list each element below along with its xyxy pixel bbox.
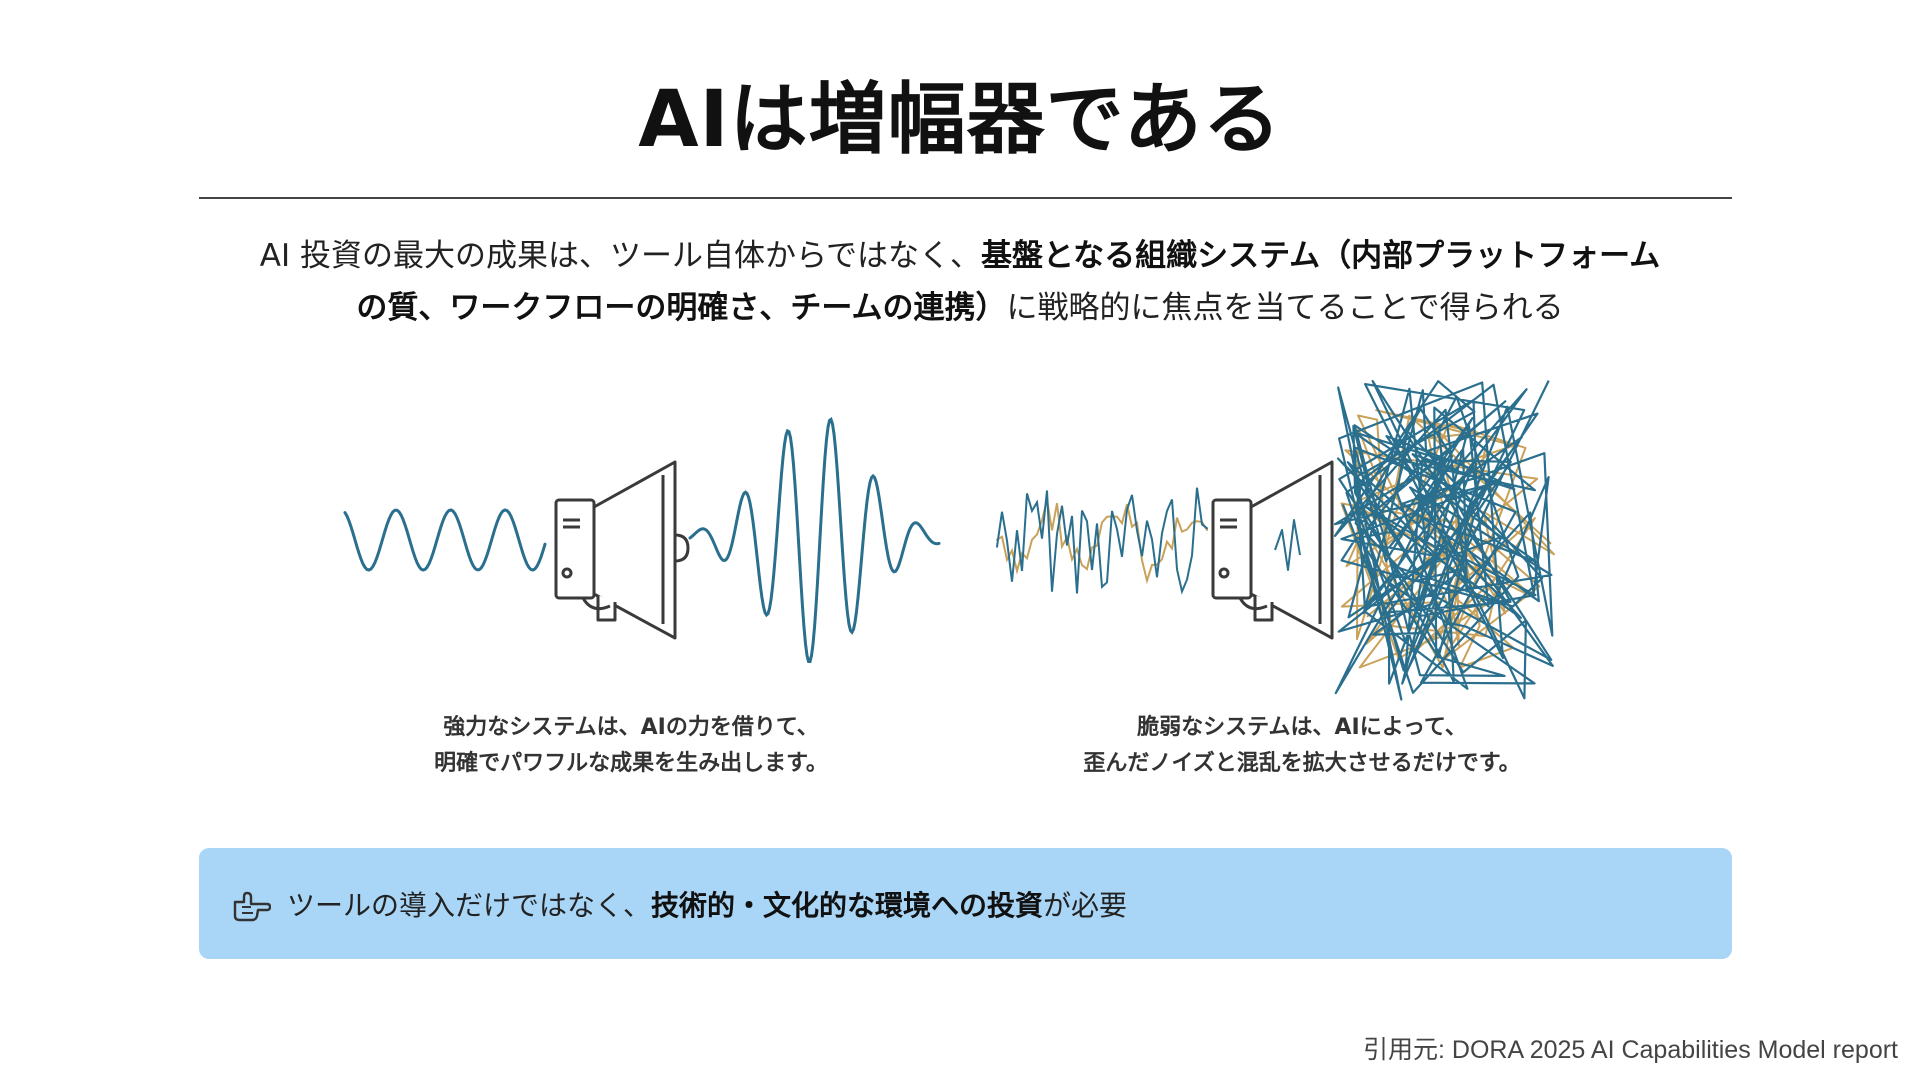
clean-amplified-wave — [688, 416, 941, 664]
noisy-input-wave-blue — [996, 487, 1208, 595]
amplifier-illustration — [343, 379, 1555, 701]
caption-fragile-system: 脆弱なシステムは、AIによって、 歪んだノイズと混乱を拡大させるだけです。 — [1022, 710, 1582, 782]
lead-line1-regular: AI 投資の最大の成果は、ツール自体からではなく、 — [259, 238, 982, 274]
lead-line2-bold: の質、ワークフローの明確さ、チームの連携） — [356, 290, 1007, 326]
page-title: AIは増幅器である — [638, 75, 1282, 165]
lead-line2-regular: に戦略的に焦点を当てることで得られる — [1006, 290, 1564, 326]
caption-left-line1: 強力なシステムは、AIの力を借りて、 — [443, 715, 819, 740]
caption-right-line2: 歪んだノイズと混乱を拡大させるだけです。 — [1083, 751, 1521, 776]
chaotic-output-blue — [1333, 379, 1554, 701]
pointing-hand-icon — [233, 891, 271, 921]
clean-input-wave — [343, 508, 547, 572]
caption-right-line1: 脆弱なシステムは、AIによって、 — [1137, 715, 1467, 740]
callout-text-regular: ツールの導入だけではなく、 — [287, 888, 652, 922]
title-divider — [199, 197, 1732, 199]
megaphone-left-icon — [554, 460, 690, 640]
callout-text-bold: 技術的・文化的な環境への投資 — [651, 888, 1044, 922]
lead-line1-bold: 基盤となる組織システム（内部プラットフォーム — [981, 238, 1661, 274]
caption-strong-system: 強力なシステムは、AIの力を借りて、 明確でパワフルな成果を生み出します。 — [351, 710, 911, 782]
callout-text: ツールの導入だけではなく、技術的・文化的な環境への投資が必要 — [287, 884, 1127, 924]
source-citation: 引用元: DORA 2025 AI Capabilities Model rep… — [1363, 1036, 1898, 1064]
caption-left-line2: 明確でパワフルな成果を生み出します。 — [434, 751, 828, 776]
lead-paragraph: AI 投資の最大の成果は、ツール自体からではなく、基盤となる組織システム（内部プ… — [160, 230, 1760, 334]
callout-box: ツールの導入だけではなく、技術的・文化的な環境への投資が必要 — [199, 848, 1732, 959]
noisy-input-wave-orange — [996, 499, 1208, 585]
megaphone-right-icon — [1211, 460, 1334, 640]
callout-text-suffix: が必要 — [1043, 888, 1128, 922]
